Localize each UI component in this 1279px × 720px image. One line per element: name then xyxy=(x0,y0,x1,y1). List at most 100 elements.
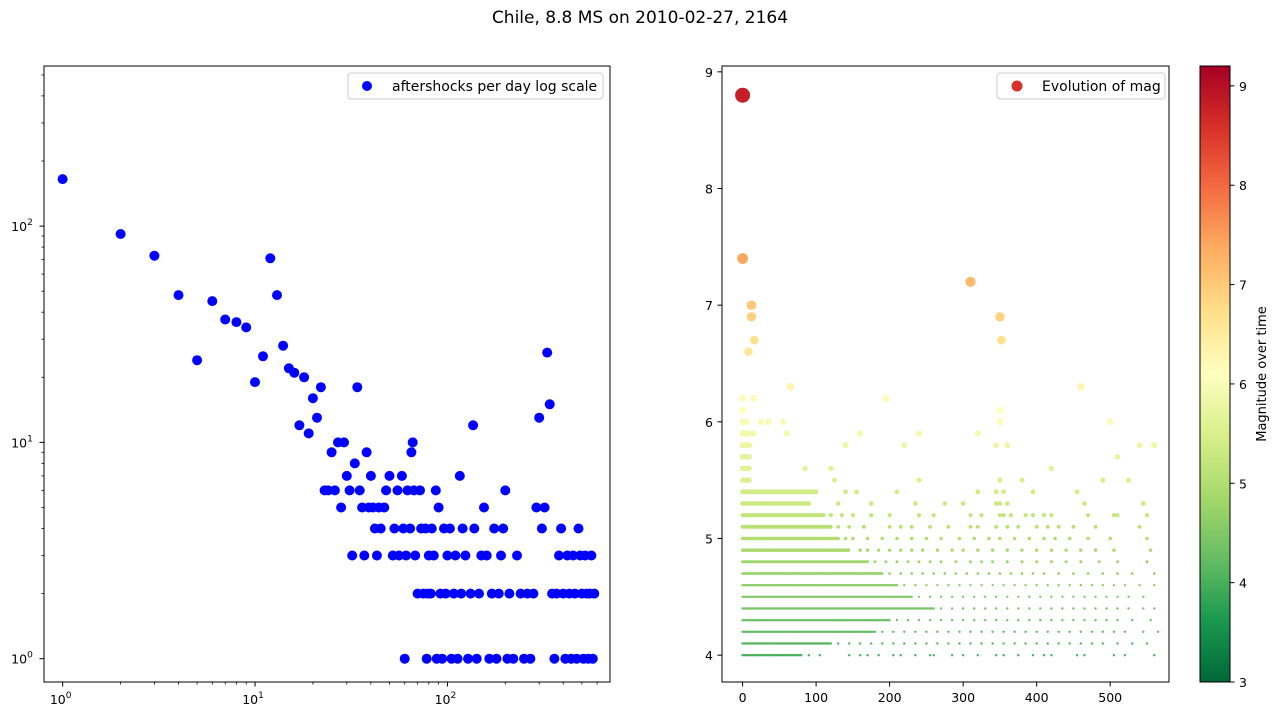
right-point xyxy=(980,560,983,564)
colorbar-tick-label: 6 xyxy=(1239,377,1247,392)
right-point xyxy=(975,524,980,529)
right-point xyxy=(887,513,892,518)
right-point xyxy=(1149,619,1152,622)
right-point xyxy=(1017,654,1020,657)
right-point xyxy=(961,619,965,622)
left-point xyxy=(504,588,515,599)
right-point xyxy=(1042,654,1046,657)
left-point xyxy=(361,447,372,458)
right-point xyxy=(1049,560,1053,564)
right-point xyxy=(998,572,1002,575)
left-point xyxy=(508,653,519,664)
right-point xyxy=(866,560,870,564)
left-point xyxy=(539,502,550,513)
left-point xyxy=(500,485,511,496)
right-point xyxy=(991,642,994,645)
right-point xyxy=(1048,465,1055,472)
right-point xyxy=(1068,584,1071,587)
right-point xyxy=(1116,619,1119,622)
right-point xyxy=(1141,501,1146,506)
left-point xyxy=(525,653,536,664)
right-point xyxy=(1116,560,1119,564)
left-point xyxy=(207,296,218,307)
right-point xyxy=(750,394,758,403)
right-x-tick-label: 500 xyxy=(1098,690,1122,705)
right-point xyxy=(997,335,1006,345)
right-point xyxy=(1030,513,1036,518)
right-point xyxy=(1127,607,1130,610)
right-point xyxy=(848,642,851,645)
right-point xyxy=(1086,572,1090,575)
right-point xyxy=(914,642,917,645)
right-point xyxy=(1001,489,1006,495)
right-point xyxy=(892,642,895,645)
right-point xyxy=(1028,607,1031,610)
left-point xyxy=(389,523,400,534)
right-point xyxy=(915,430,923,437)
right-point xyxy=(1061,607,1064,610)
right-point xyxy=(1019,477,1025,483)
right-point xyxy=(1046,584,1049,587)
right-point xyxy=(786,383,795,391)
left-point xyxy=(556,523,567,534)
right-point xyxy=(1050,654,1053,657)
right-point xyxy=(991,560,995,564)
right-point xyxy=(1142,607,1145,610)
right-point xyxy=(928,619,932,622)
right-point xyxy=(894,489,900,495)
right-point xyxy=(1130,572,1134,575)
right-point xyxy=(1057,630,1060,633)
right-point xyxy=(969,642,972,645)
left-y-tick-label: 100 xyxy=(11,651,33,667)
right-point xyxy=(1049,548,1054,552)
right-point xyxy=(1072,619,1075,622)
right-point xyxy=(1094,607,1097,610)
right-point xyxy=(1024,630,1027,633)
left-point xyxy=(486,588,497,599)
right-x-tick-label: 200 xyxy=(878,690,902,705)
right-point xyxy=(1144,513,1149,518)
right-point xyxy=(924,536,929,541)
right-point xyxy=(939,560,943,564)
right-point xyxy=(828,465,834,472)
right-point xyxy=(859,642,862,645)
right-point xyxy=(917,595,921,598)
left-plot-frame xyxy=(43,65,611,683)
right-point xyxy=(1100,477,1106,483)
right-point xyxy=(1042,536,1046,541)
right-point xyxy=(850,513,856,518)
right-point xyxy=(917,560,921,564)
colorbar-tick-label: 4 xyxy=(1239,576,1247,591)
right-point xyxy=(995,619,998,622)
right-point xyxy=(1050,595,1053,598)
right-point xyxy=(873,560,877,564)
left-point xyxy=(457,523,468,534)
left-point xyxy=(396,470,407,481)
right-point xyxy=(746,430,753,437)
right-point xyxy=(1020,560,1024,564)
right-point xyxy=(854,489,859,495)
right-point xyxy=(1031,572,1035,575)
right-point xyxy=(950,548,954,552)
right-point xyxy=(1035,560,1039,564)
right-point xyxy=(899,654,902,657)
right-point xyxy=(1024,584,1027,587)
right-y-tick-label: 7 xyxy=(705,298,713,313)
right-point xyxy=(1002,654,1005,657)
right-point xyxy=(1064,548,1068,552)
right-legend-marker xyxy=(1011,80,1023,92)
left-point xyxy=(312,412,322,423)
right-point xyxy=(800,654,803,657)
right-point xyxy=(1112,548,1116,552)
right-point xyxy=(1006,595,1009,598)
left-point xyxy=(407,437,418,448)
right-point xyxy=(932,654,935,657)
left-chart: 100 101 102 100 101 102 aftershocks per day l… xyxy=(11,65,611,707)
right-point xyxy=(846,548,851,552)
colorbar: 3 4 5 6 7 8 9 Magnitude over time xyxy=(1199,65,1270,690)
right-point xyxy=(975,489,981,495)
right-point xyxy=(870,642,873,645)
right-point xyxy=(858,548,862,552)
right-point xyxy=(903,630,906,633)
left-point xyxy=(528,588,539,599)
